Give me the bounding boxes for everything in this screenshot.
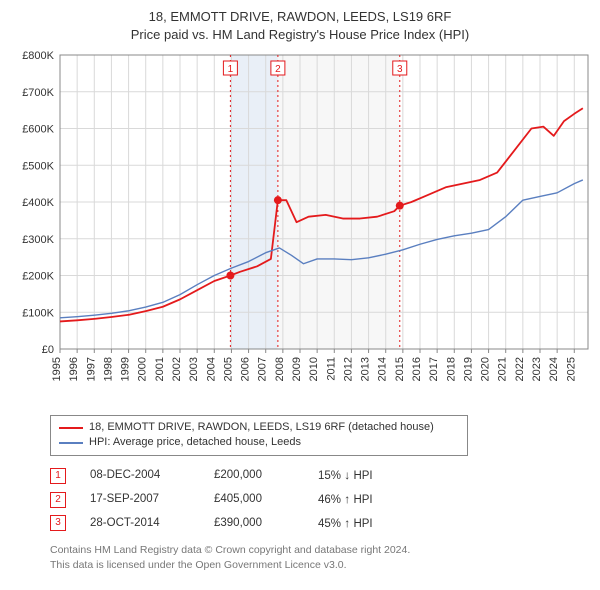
svg-text:2009: 2009 [291,357,303,381]
arrow-icon: ↓ [344,468,350,482]
legend-label: HPI: Average price, detached house, Leed… [89,435,301,450]
sale-price: £405,000 [214,489,294,511]
svg-text:2002: 2002 [171,357,183,381]
sale-number: 3 [55,518,61,528]
svg-text:2011: 2011 [325,357,337,381]
svg-text:1995: 1995 [51,357,63,381]
svg-text:2013: 2013 [360,357,372,381]
svg-text:£100K: £100K [22,307,54,319]
svg-text:2018: 2018 [445,357,457,381]
svg-text:2004: 2004 [205,357,217,381]
svg-text:£300K: £300K [22,234,54,246]
svg-text:2017: 2017 [428,357,440,381]
legend-swatch-icon [59,442,83,444]
legend-item: HPI: Average price, detached house, Leed… [59,435,459,450]
svg-text:2025: 2025 [565,357,577,381]
svg-text:1: 1 [228,64,234,75]
svg-text:2020: 2020 [480,357,492,381]
svg-text:2005: 2005 [222,357,234,381]
price-chart: £0 £100K £200K £300K £400K £500K £600K £700K £80… [10,49,590,409]
chart-svg: £0 £100K £200K £300K £400K £500K £600K £700K £80… [10,49,590,409]
svg-text:2007: 2007 [257,357,269,381]
sale-marker-icon: 3 [50,515,66,531]
svg-text:2023: 2023 [531,357,543,381]
svg-text:2003: 2003 [188,357,200,381]
svg-text:2015: 2015 [394,357,406,381]
sale-number: 1 [55,471,61,481]
sale-delta: 15% ↓ HPI [318,464,373,488]
footer-line: This data is licensed under the Open Gov… [50,558,590,572]
page-subtitle: Price paid vs. HM Land Registry's House … [10,26,590,44]
legend-swatch-icon [59,427,83,429]
svg-text:1998: 1998 [102,357,114,381]
sale-marker-icon: 2 [50,492,66,508]
chart-legend: 18, EMMOTT DRIVE, RAWDON, LEEDS, LS19 6R… [50,415,468,456]
sale-price: £390,000 [214,513,294,535]
sale-price: £200,000 [214,465,294,487]
svg-text:3: 3 [397,64,403,75]
sale-marker-icon: 1 [50,468,66,484]
svg-text:2016: 2016 [411,357,423,381]
sale-number: 2 [55,495,61,505]
sale-date: 17-SEP-2007 [90,489,190,511]
license-footer: Contains HM Land Registry data © Crown c… [50,543,590,571]
svg-text:2012: 2012 [342,357,354,381]
arrow-icon: ↑ [344,516,350,530]
sale-date: 08-DEC-2004 [90,465,190,487]
sale-date: 28-OCT-2014 [90,513,190,535]
svg-text:2: 2 [275,64,281,75]
svg-text:£800K: £800K [22,50,54,62]
svg-text:1999: 1999 [120,357,132,381]
svg-text:2014: 2014 [377,357,389,381]
svg-text:2021: 2021 [497,357,509,381]
svg-text:2010: 2010 [308,357,320,381]
svg-text:£500K: £500K [22,160,54,172]
svg-text:2008: 2008 [274,357,286,381]
svg-text:2024: 2024 [548,357,560,381]
svg-text:£0: £0 [42,344,54,356]
legend-label: 18, EMMOTT DRIVE, RAWDON, LEEDS, LS19 6R… [89,420,434,435]
svg-text:2000: 2000 [137,357,149,381]
sale-delta: 46% ↑ HPI [318,488,373,512]
sales-row: 3 28-OCT-2014 £390,000 45% ↑ HPI [50,512,590,536]
svg-text:2006: 2006 [240,357,252,381]
legend-item: 18, EMMOTT DRIVE, RAWDON, LEEDS, LS19 6R… [59,420,459,435]
svg-text:2001: 2001 [154,357,166,381]
sales-row: 1 08-DEC-2004 £200,000 15% ↓ HPI [50,464,590,488]
svg-text:£200K: £200K [22,271,54,283]
sales-table: 1 08-DEC-2004 £200,000 15% ↓ HPI 2 17-SE… [50,464,590,536]
svg-text:£700K: £700K [22,87,54,99]
arrow-icon: ↑ [344,492,350,506]
footer-line: Contains HM Land Registry data © Crown c… [50,543,590,557]
svg-text:1997: 1997 [85,357,97,381]
sales-row: 2 17-SEP-2007 £405,000 46% ↑ HPI [50,488,590,512]
svg-text:2019: 2019 [462,357,474,381]
svg-text:£400K: £400K [22,197,54,209]
svg-text:2022: 2022 [514,357,526,381]
sale-delta: 45% ↑ HPI [318,512,373,536]
svg-text:£600K: £600K [22,124,54,136]
page-title: 18, EMMOTT DRIVE, RAWDON, LEEDS, LS19 6R… [10,8,590,26]
svg-text:1996: 1996 [68,357,80,381]
